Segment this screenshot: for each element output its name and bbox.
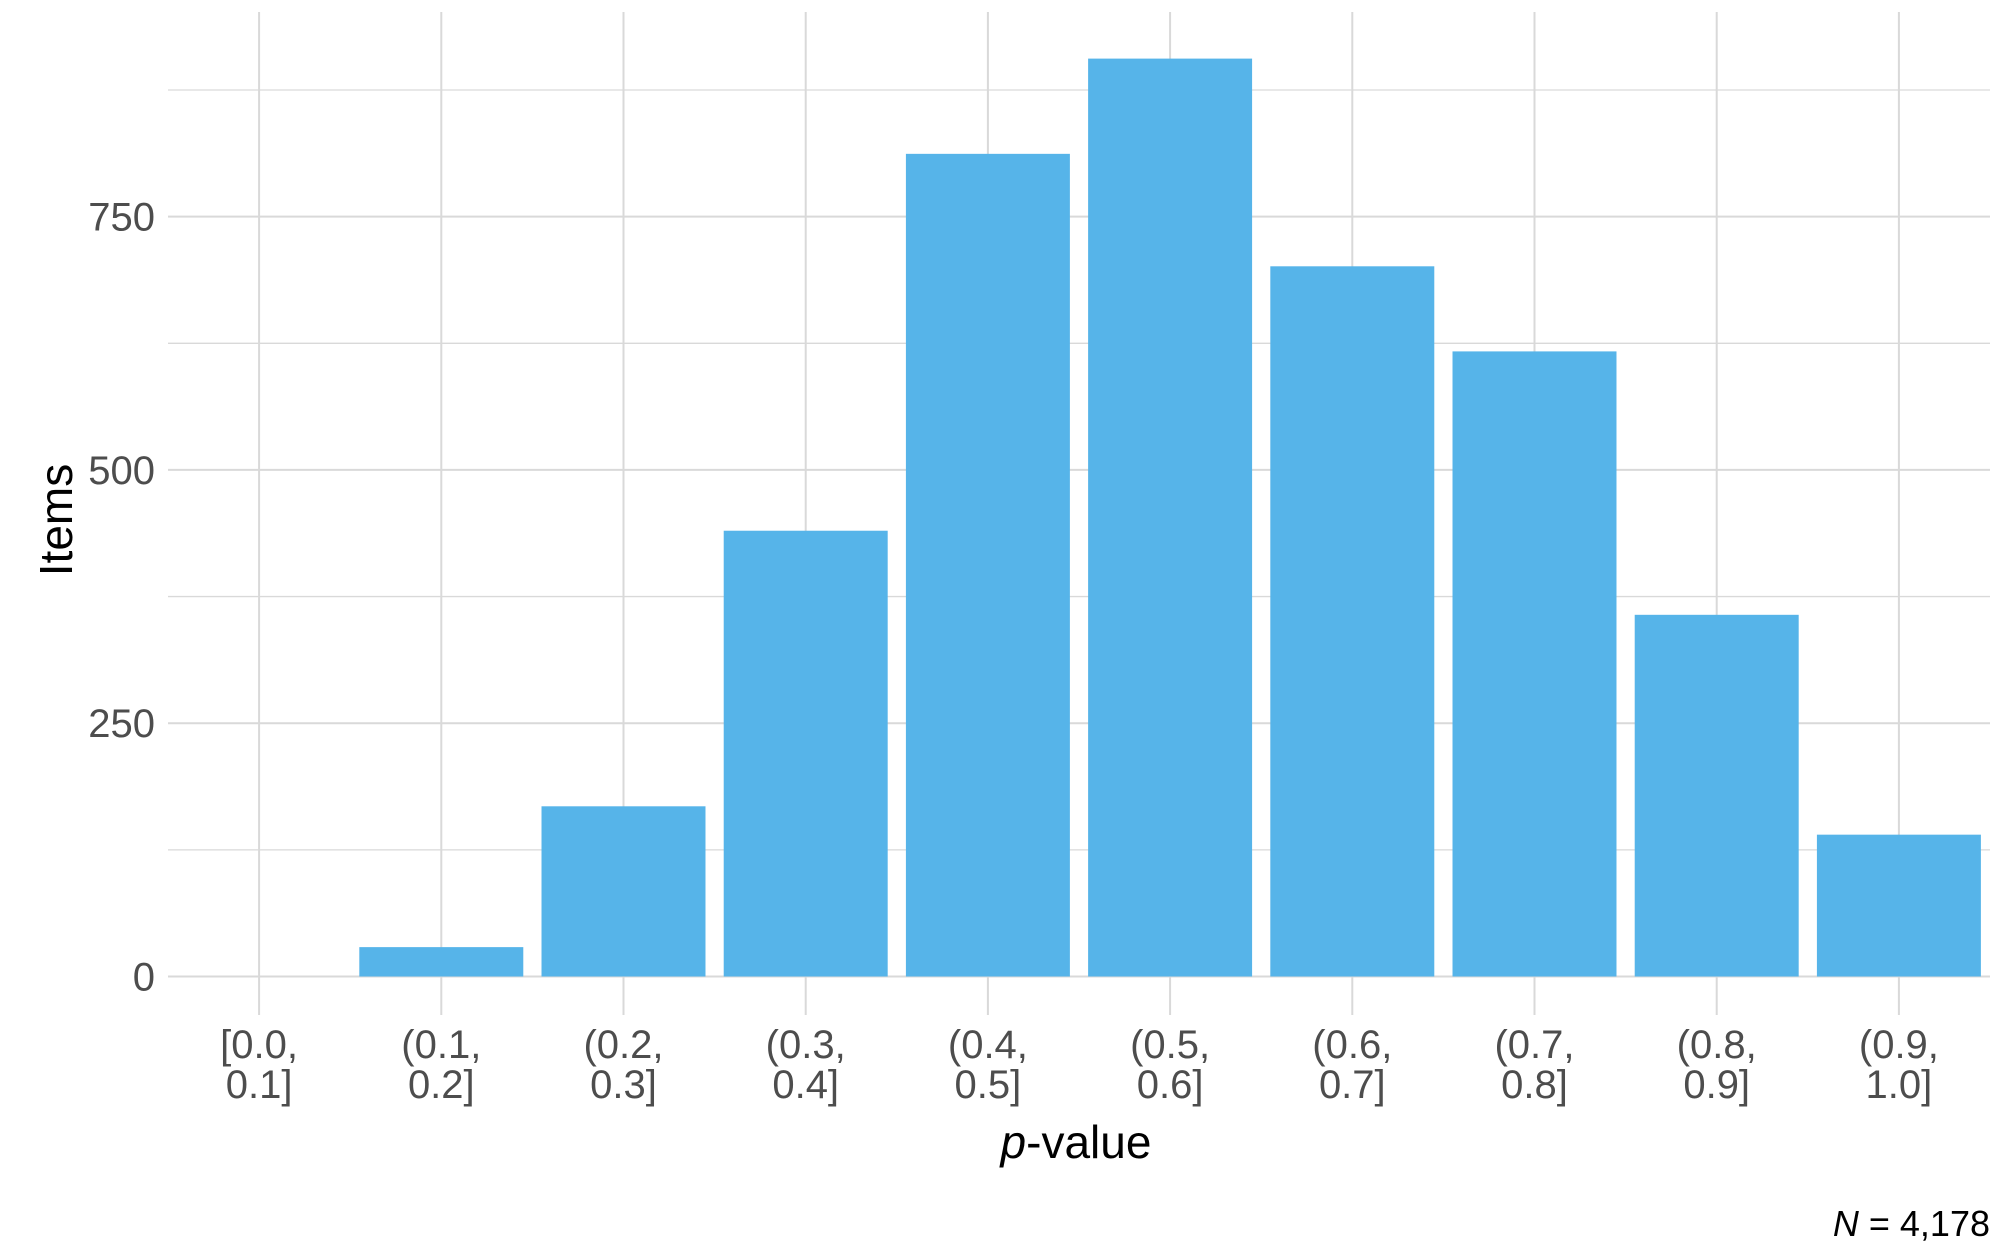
bar-2 <box>541 806 706 977</box>
x-tick-label-line: [0.0, <box>220 1023 298 1067</box>
x-tick-label-line: 1.0] <box>1866 1063 1933 1107</box>
x-tick-label: (0.9, 1.0] <box>1859 1023 1939 1107</box>
y-tick-label: 500 <box>88 449 155 493</box>
bar-4 <box>905 153 1070 977</box>
x-tick-label: (0.3, 0.4] <box>766 1023 846 1107</box>
y-tick-label: 750 <box>88 196 155 240</box>
caption-rest: = 4,178 <box>1859 1203 1990 1244</box>
x-tick-label: (0.6, 0.7] <box>1312 1023 1392 1107</box>
x-tick-label-line: (0.4, <box>948 1023 1028 1067</box>
x-tick-label-line: 0.1] <box>226 1063 293 1107</box>
x-tick-label-line: 0.6] <box>1137 1063 1204 1107</box>
x-tick-label: (0.4, 0.5] <box>948 1023 1028 1107</box>
x-tick-label-line: (0.1, <box>401 1023 481 1067</box>
x-tick-label: [0.0, 0.1] <box>220 1023 298 1107</box>
x-tick-label: (0.1, 0.2] <box>401 1023 481 1107</box>
bar-6 <box>1270 266 1435 977</box>
bar-7 <box>1452 351 1617 977</box>
x-tick-label-line: 0.2] <box>408 1063 475 1107</box>
x-tick-label-line: 0.8] <box>1501 1063 1568 1107</box>
bar-8 <box>1634 614 1799 977</box>
bar-5 <box>1088 58 1253 977</box>
x-tick-label-line: 0.4] <box>772 1063 839 1107</box>
bars <box>359 58 1981 977</box>
x-tick-label-line: (0.6, <box>1312 1023 1392 1067</box>
x-tick-label-line: 0.3] <box>590 1063 657 1107</box>
x-tick-label: (0.8, 0.9] <box>1677 1023 1757 1107</box>
x-tick-label-line: 0.5] <box>955 1063 1022 1107</box>
x-tick-label-line: (0.2, <box>583 1023 663 1067</box>
x-axis-title-italic: p <box>999 1116 1027 1168</box>
x-tick-label-line: (0.9, <box>1859 1023 1939 1067</box>
x-tick-label: (0.2, 0.3] <box>583 1023 663 1107</box>
y-tick-label: 250 <box>88 702 155 746</box>
x-tick-label-line: 0.7] <box>1319 1063 1386 1107</box>
y-tick-labels: 0 250 500 750 <box>88 196 155 1000</box>
x-tick-label: (0.5, 0.6] <box>1130 1023 1210 1107</box>
sample-size-caption: N = 4,178 <box>1833 1203 1990 1244</box>
bar-9 <box>1816 834 1981 977</box>
x-tick-label-line: (0.7, <box>1494 1023 1574 1067</box>
x-tick-label-line: 0.9] <box>1683 1063 1750 1107</box>
caption-italic: N <box>1833 1203 1860 1244</box>
bar-1 <box>359 947 524 977</box>
bar-3 <box>723 530 888 977</box>
x-tick-labels: [0.0, 0.1] (0.1, 0.2] (0.2, 0.3] (0.3, 0.4] (0.4… <box>220 1023 1939 1107</box>
x-axis-title-rest: -value <box>1026 1116 1151 1168</box>
y-tick-label: 0 <box>133 956 155 1000</box>
x-tick-label: (0.7, 0.8] <box>1494 1023 1574 1107</box>
y-axis-title: Items <box>30 464 82 576</box>
x-tick-label-line: (0.5, <box>1130 1023 1210 1067</box>
x-axis-title: p-value <box>999 1116 1152 1168</box>
x-tick-label-line: (0.8, <box>1677 1023 1757 1067</box>
x-tick-label-line: (0.3, <box>766 1023 846 1067</box>
